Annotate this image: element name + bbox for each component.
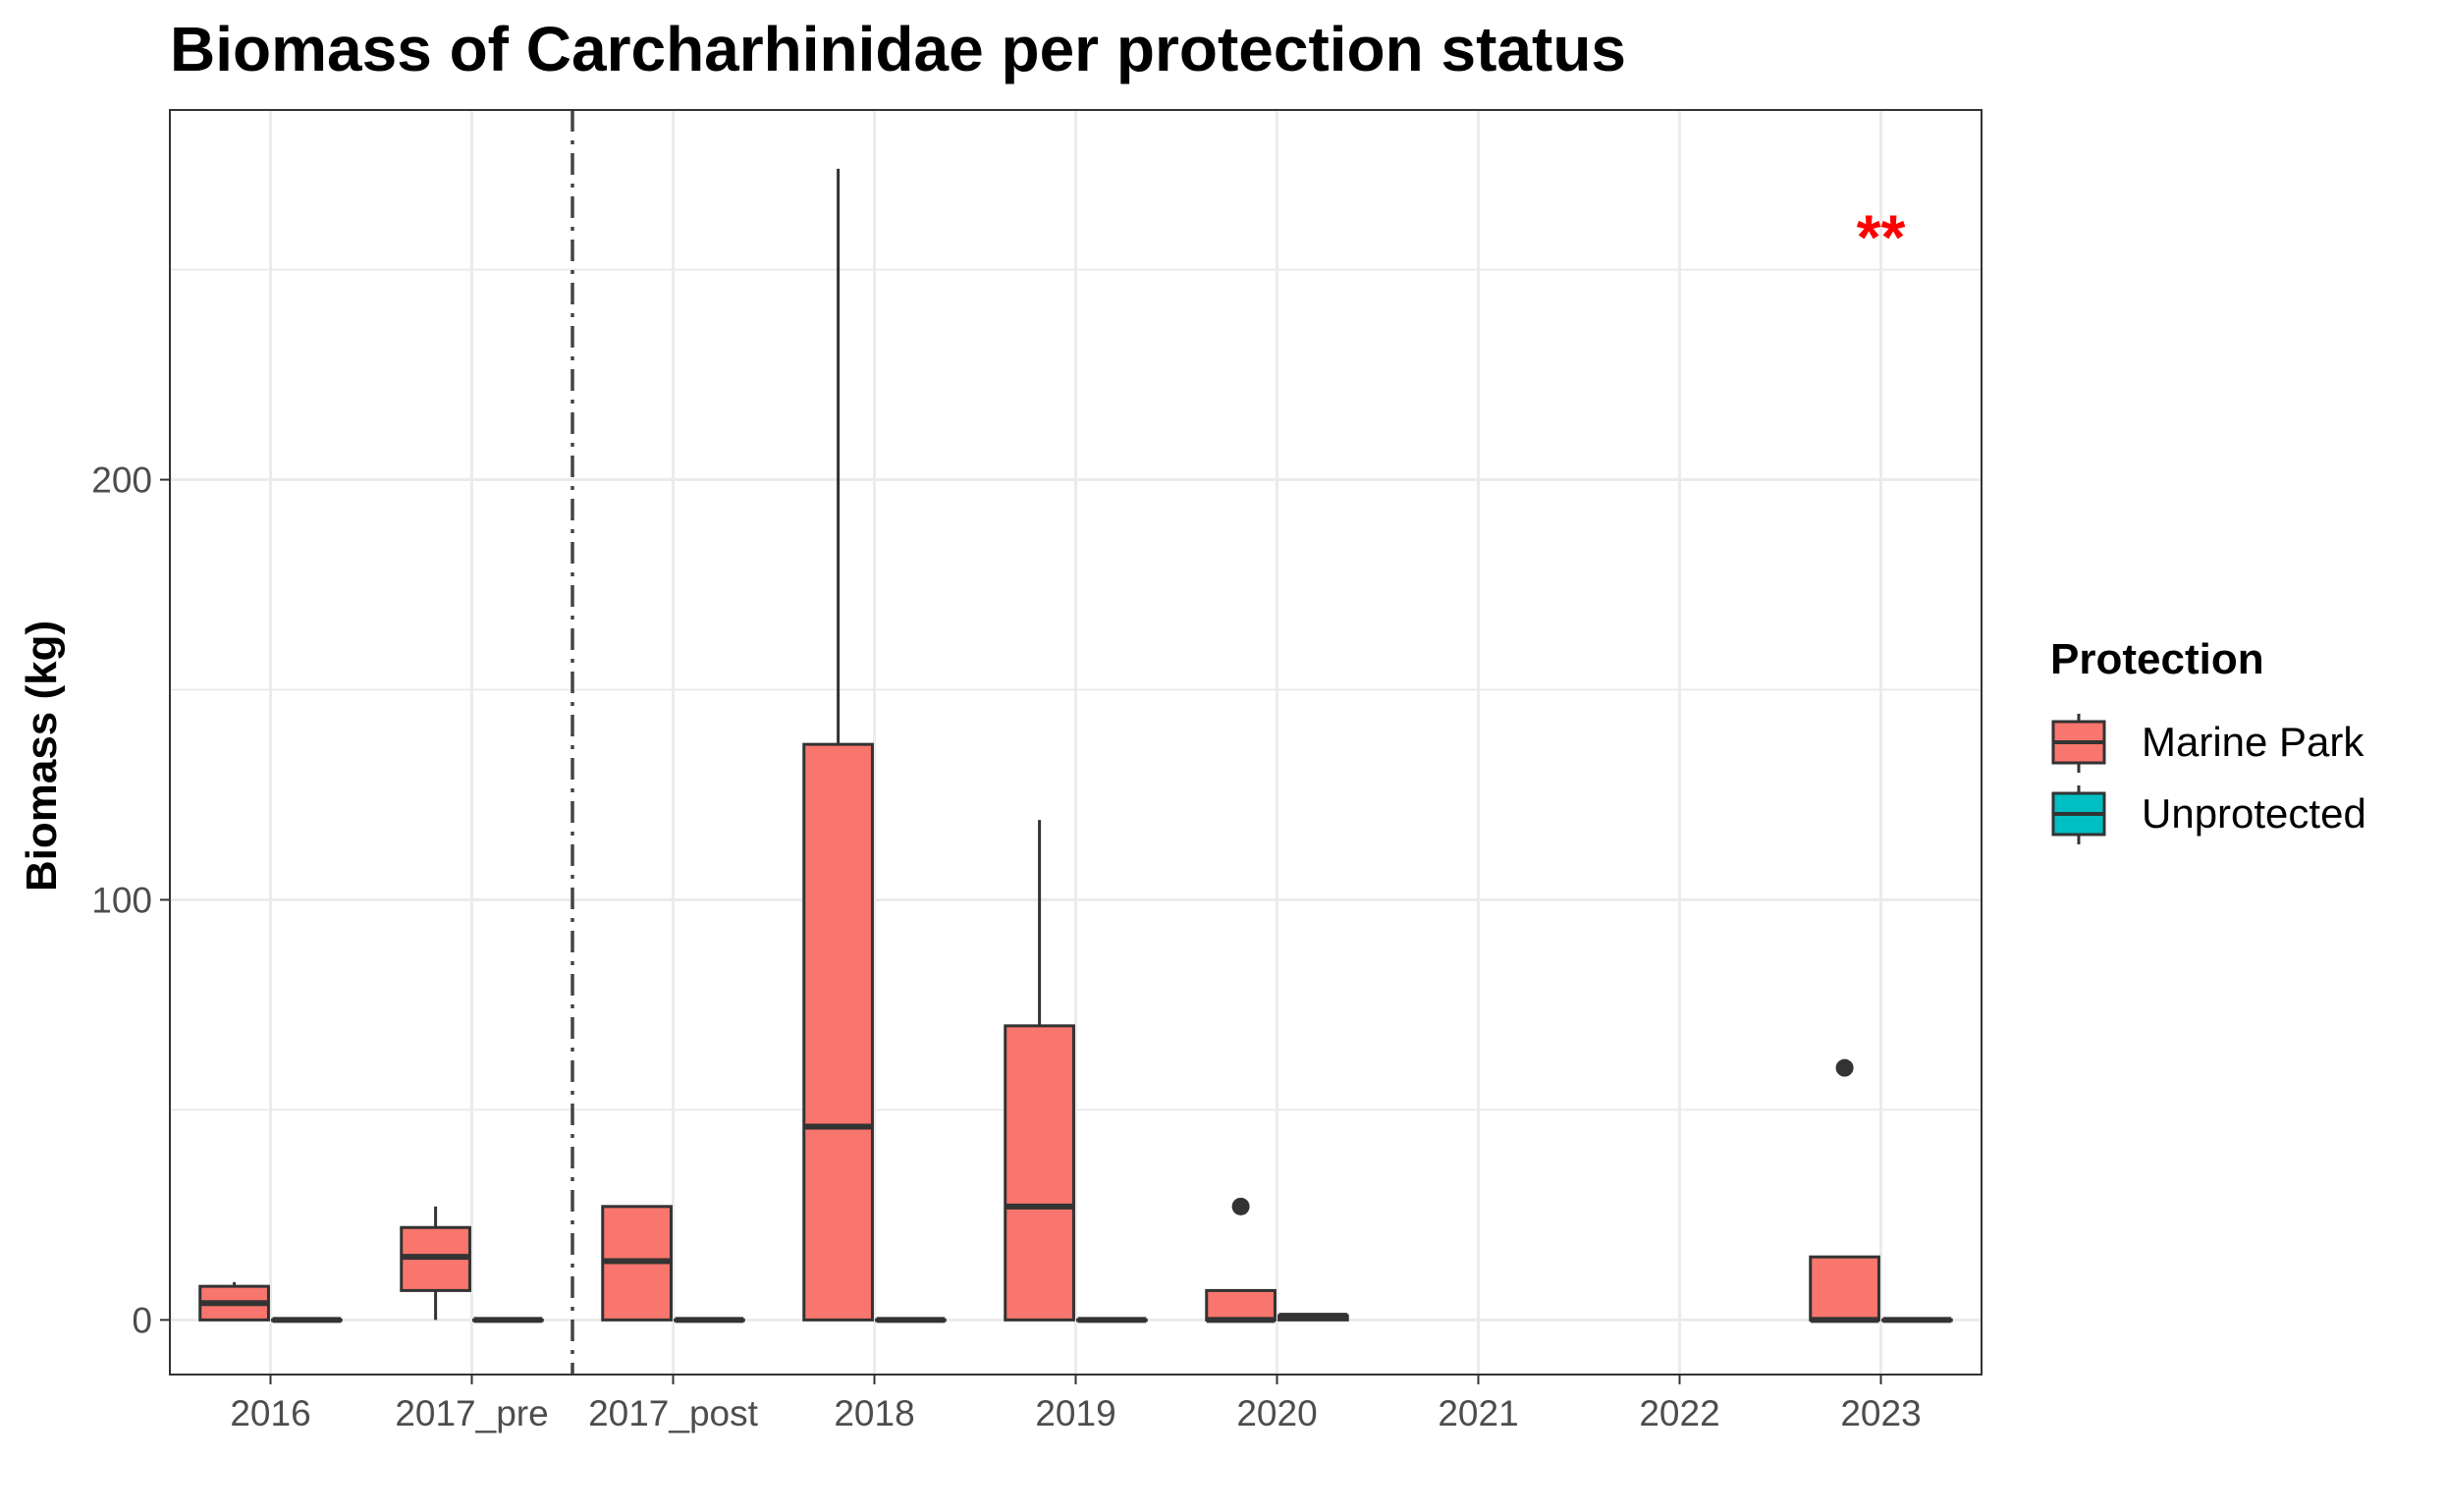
boxes xyxy=(198,168,1953,1323)
x-tick-label: 2019 xyxy=(1035,1393,1115,1433)
legend: Protection Marine Park Unprotected xyxy=(2050,635,2366,844)
box-unprotected-2017_pre xyxy=(472,1317,544,1323)
box-marine-park-2020 xyxy=(1205,1197,1277,1323)
legend-label: Marine Park xyxy=(2142,719,2364,765)
x-tick-label: 2018 xyxy=(834,1393,914,1433)
box-marine-park-2016 xyxy=(198,1281,270,1322)
grid xyxy=(170,110,1982,1375)
y-tick-label: 100 xyxy=(91,880,152,920)
box-unprotected-2020 xyxy=(1277,1313,1349,1322)
box-marine-park-2018 xyxy=(802,168,874,1322)
box-unprotected-2016 xyxy=(271,1317,343,1323)
legend-item-unprotected: Unprotected xyxy=(2051,785,2366,844)
x-tick-label: 2017_pre xyxy=(395,1393,548,1433)
box-marine-park-2023 xyxy=(1809,1058,1880,1323)
x-tick-label: 2020 xyxy=(1236,1393,1317,1433)
outlier-point xyxy=(1835,1058,1854,1077)
x-tick-label: 2016 xyxy=(230,1393,310,1433)
x-tick-label: 2021 xyxy=(1438,1393,1518,1433)
box-unprotected-2023 xyxy=(1881,1317,1953,1323)
box-body xyxy=(1809,1255,1880,1322)
box-unprotected-2019 xyxy=(1076,1317,1148,1323)
x-tick-label: 2023 xyxy=(1840,1393,1921,1433)
y-tick-label: 0 xyxy=(132,1300,152,1340)
legend-label: Unprotected xyxy=(2142,790,2366,837)
x-tick-label: 2017_post xyxy=(588,1393,759,1433)
y-tick-label: 200 xyxy=(91,460,152,501)
box-body xyxy=(1004,1024,1075,1322)
y-axis: 0 100 200 xyxy=(91,460,170,1340)
significance-annotation: ** xyxy=(1857,201,1906,272)
box-body xyxy=(1205,1288,1277,1322)
box-unprotected-2018 xyxy=(875,1317,947,1323)
legend-title: Protection xyxy=(2050,635,2264,683)
legend-item-marine-park: Marine Park xyxy=(2051,714,2364,773)
box-marine-park-2017_post xyxy=(601,1205,673,1322)
outlier-point xyxy=(1231,1197,1250,1215)
y-axis-label: Biomass (kg) xyxy=(18,621,66,891)
box-marine-park-2019 xyxy=(1004,820,1075,1322)
chart-title: Biomass of Carcharhinidae per protection… xyxy=(170,14,1626,84)
box-body xyxy=(802,742,874,1322)
x-axis: 2016 2017_pre 2017_post 2018 2019 2020 2021 202… xyxy=(230,1375,1922,1433)
annotations: ** xyxy=(1857,201,1906,272)
x-tick-label: 2022 xyxy=(1639,1393,1719,1433)
box-unprotected-2017_post xyxy=(674,1317,745,1323)
box-marine-park-2017_pre xyxy=(400,1206,471,1321)
